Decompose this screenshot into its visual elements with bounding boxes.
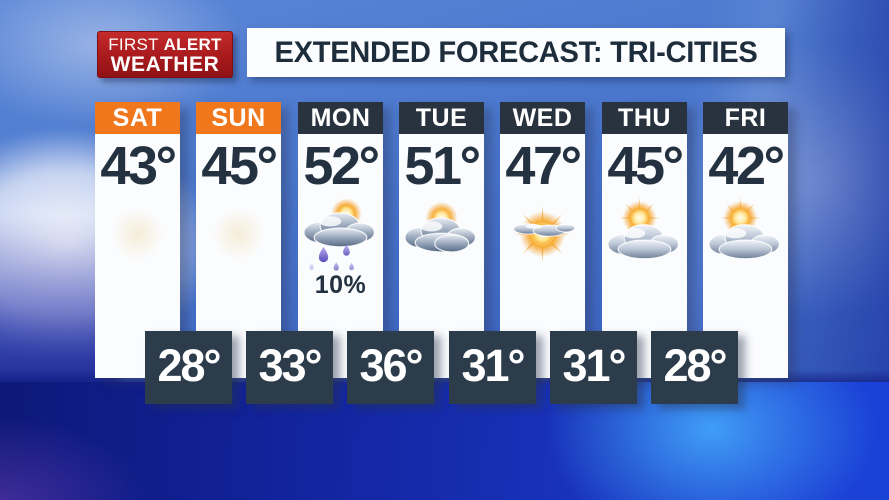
day-label: SUN <box>196 102 281 134</box>
badge-first-text: FIRST <box>108 35 159 54</box>
lower-blue-band <box>0 382 889 500</box>
badge-weather-text: WEATHER <box>110 53 220 76</box>
faded-sun-icon <box>212 207 265 261</box>
weather-icon-wrap <box>196 195 281 281</box>
low-temperature-box: 28° <box>145 331 232 404</box>
badge-line1: FIRST ALERT <box>98 36 232 54</box>
high-temperature: 51° <box>404 136 481 196</box>
partly-cloudy-icon <box>607 197 680 260</box>
low-temperature-box: 36° <box>347 331 434 404</box>
partly-cloudy-icon <box>708 197 781 260</box>
low-temperature-box: 31° <box>449 331 536 404</box>
day-label: TUE <box>399 102 484 134</box>
right-shadow-fade <box>769 0 889 420</box>
weather-icon-wrap <box>500 195 585 281</box>
title-bar: EXTENDED FORECAST: TRI-CITIES <box>247 28 785 77</box>
high-temperature: 45° <box>607 136 684 196</box>
badge-alert-text: ALERT <box>163 35 222 54</box>
high-temperature: 52° <box>303 136 380 196</box>
high-temperature: 45° <box>201 136 278 196</box>
weather-icon-wrap <box>298 195 383 281</box>
weather-icon-wrap <box>95 195 180 281</box>
day-column-sat: SAT 43° <box>95 102 180 378</box>
day-label: WED <box>500 102 585 134</box>
low-temperature-box: 33° <box>246 331 333 404</box>
day-label: THU <box>602 102 687 134</box>
weather-icon-wrap <box>602 195 687 281</box>
day-label: SAT <box>95 102 180 134</box>
weather-icon-wrap <box>703 195 788 281</box>
mostly-cloudy-icon <box>404 201 477 253</box>
page-title: EXTENDED FORECAST: TRI-CITIES <box>274 35 758 69</box>
day-column-sun: SUN 45° <box>196 102 281 378</box>
first-alert-weather-badge: FIRST ALERT WEATHER <box>97 31 233 78</box>
low-temperature-box: 31° <box>550 331 637 404</box>
faded-sun-icon <box>111 207 164 261</box>
high-temperature: 42° <box>708 136 785 196</box>
day-label: MON <box>298 102 383 134</box>
rain-showers-icon <box>303 198 376 271</box>
high-temperature: 43° <box>100 136 177 196</box>
day-label: FRI <box>703 102 788 134</box>
precip-chance: 10% <box>314 271 367 299</box>
low-temperature-box: 28° <box>651 331 738 404</box>
weather-icon-wrap <box>399 195 484 281</box>
high-temperature: 47° <box>505 136 582 196</box>
mostly-sunny-icon <box>513 206 576 263</box>
